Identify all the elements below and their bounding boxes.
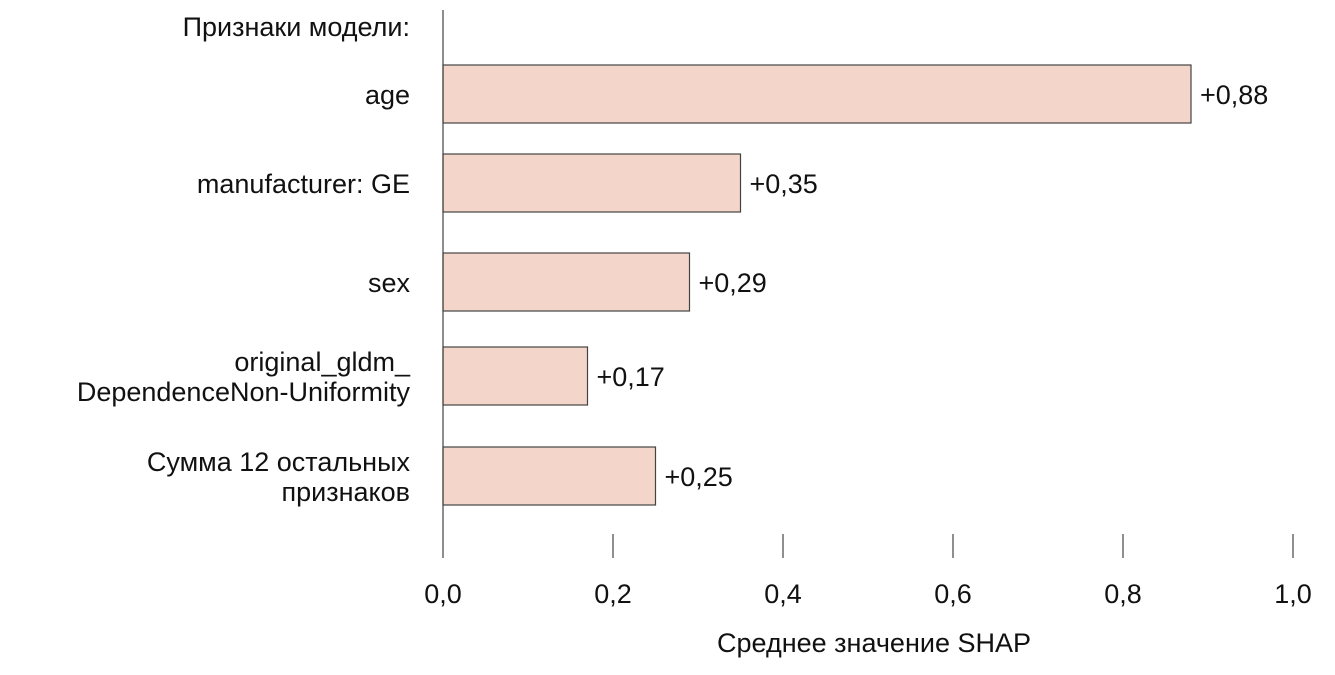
- bars-group: [442, 64, 1192, 506]
- category-label-3: sex: [368, 268, 411, 298]
- category-labels-group: age manufacturer: GE sex original_gldm_Depe…: [77, 80, 411, 507]
- bar-2: [442, 153, 742, 213]
- x-tick-label-1: 0,0: [424, 579, 462, 609]
- x-tick-label-6: 1,0: [1274, 579, 1312, 609]
- category-header: Признаки модели:: [183, 12, 410, 42]
- x-tick-label-3: 0,4: [764, 579, 802, 609]
- category-label-5-line-2: признаков: [281, 477, 410, 507]
- category-label-1: age: [365, 80, 410, 110]
- category-label-4-line-1: original_gldm_: [234, 347, 411, 377]
- category-label-5-line-1: Сумма 12 остальных: [147, 447, 411, 477]
- x-tick-label-5: 0,8: [1104, 579, 1142, 609]
- value-labels-group: +0,88 +0,35 +0,29 +0,17 +0,25: [597, 80, 1269, 492]
- x-tick-label-4: 0,6: [934, 579, 972, 609]
- value-label-4: +0,17: [597, 362, 665, 392]
- category-label-4-line-2: DependenceNon-Uniformity: [77, 377, 411, 407]
- value-label-1: +0,88: [1200, 80, 1268, 110]
- category-label-2: manufacturer: GE: [197, 169, 410, 199]
- bar-1: [442, 64, 1192, 124]
- value-label-3: +0,29: [699, 268, 767, 298]
- value-label-5: +0,25: [665, 462, 733, 492]
- x-tick-label-2: 0,2: [594, 579, 632, 609]
- bar-4: [442, 346, 589, 406]
- bar-3: [442, 252, 691, 312]
- bar-5: [442, 446, 657, 506]
- value-label-2: +0,35: [750, 169, 818, 199]
- x-axis: 0,0 0,2 0,4 0,6 0,8 1,0: [424, 10, 1312, 609]
- x-axis-title: Среднее значение SHAP: [717, 628, 1031, 658]
